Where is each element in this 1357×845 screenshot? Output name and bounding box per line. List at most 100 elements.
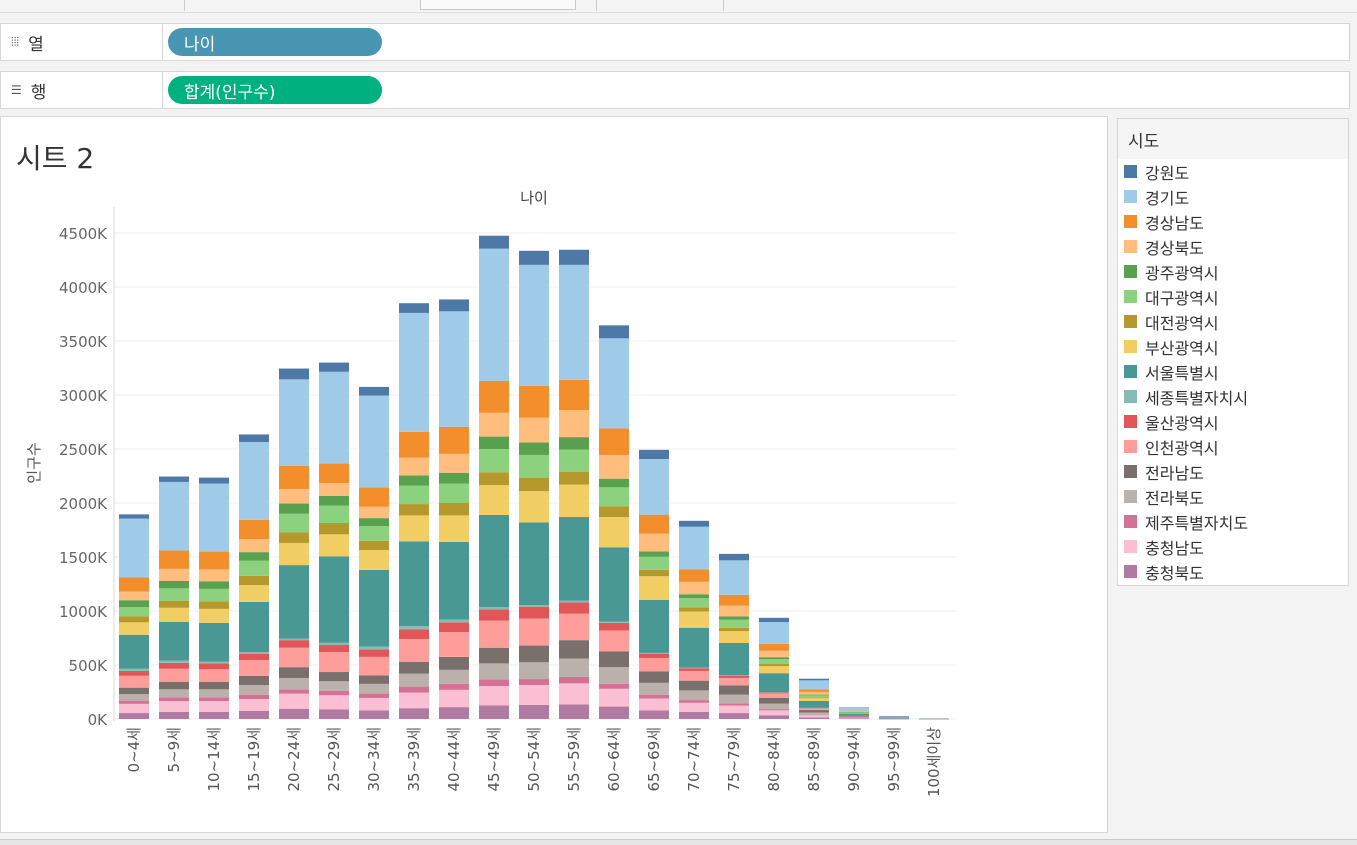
legend-label: 제주특별자치도 — [1145, 513, 1249, 533]
bar-segment — [559, 683, 589, 705]
bar-segment — [679, 668, 709, 671]
legend-item[interactable]: 울산광역시 — [1118, 409, 1348, 434]
columns-pill-age[interactable]: 나이 — [168, 28, 382, 56]
legend-panel: 시도 강원도 경기도 경상남도 경상북도 광주광역시 대구광역시 대전광역시 부산광역시 서울특… — [1117, 118, 1349, 586]
bar-segment — [239, 694, 269, 700]
bar-segment — [239, 519, 269, 540]
bar-segment — [639, 576, 669, 600]
legend-item[interactable]: 경상북도 — [1118, 234, 1348, 259]
bar-segment — [479, 679, 509, 687]
bar-segment — [319, 652, 349, 673]
y-axis-label: 인구수 — [25, 442, 43, 483]
bar-segment — [439, 311, 469, 427]
bar-segment — [399, 673, 429, 687]
bar-segment — [199, 661, 229, 664]
bar-segment — [559, 264, 589, 380]
bar-segment — [359, 518, 389, 527]
legend-item[interactable]: 경상남도 — [1118, 209, 1348, 234]
legend-label: 인천광역시 — [1145, 438, 1219, 458]
x-tick-label: 15~19세 — [245, 727, 263, 792]
legend-label: 광주광역시 — [1145, 263, 1219, 283]
y-tick-label: 1500K — [59, 549, 108, 567]
bar-segment — [599, 651, 629, 668]
bar-segment — [719, 705, 749, 714]
legend-item[interactable]: 서울특별시 — [1118, 359, 1348, 384]
bar-segment — [319, 522, 349, 535]
bar-segment — [599, 667, 629, 684]
legend-item[interactable]: 광주광역시 — [1118, 259, 1348, 284]
bar-segment — [359, 395, 389, 488]
bar-segment — [359, 646, 389, 650]
x-tick-label: 60~64세 — [605, 727, 623, 792]
bar-segment — [679, 711, 709, 719]
bar-segment — [559, 676, 589, 684]
bar-segment — [119, 694, 149, 701]
y-tick-label: 0K — [88, 711, 109, 729]
x-tick-label: 100세이상 — [925, 727, 943, 797]
rows-pill-population-sum[interactable]: 합계(인구수) — [168, 76, 382, 104]
x-tick-label: 0~4세 — [125, 727, 143, 772]
bar-segment — [399, 686, 429, 693]
bar-segment — [639, 682, 669, 695]
bar-segment — [759, 664, 789, 667]
legend-label: 충청남도 — [1145, 538, 1204, 558]
bar-segment — [439, 426, 469, 454]
bar-segment — [199, 551, 229, 570]
toolbar-dropdown[interactable] — [420, 0, 576, 10]
bar-segment — [639, 671, 669, 683]
bar-segment — [799, 714, 829, 716]
bar-segment — [759, 622, 789, 644]
bar-segment — [719, 703, 749, 706]
bar-segment — [159, 668, 189, 682]
bar-segment — [759, 692, 789, 693]
legend-label: 경상북도 — [1145, 238, 1204, 258]
legend-item[interactable]: 대전광역시 — [1118, 309, 1348, 334]
bar-segment — [399, 629, 429, 640]
bar-segment — [479, 380, 509, 413]
bar-segment — [119, 675, 149, 688]
bar-segment — [439, 622, 469, 633]
x-tick-label: 90~94세 — [845, 727, 863, 792]
legend-label: 부산광역시 — [1145, 338, 1219, 358]
bar-segment — [439, 515, 469, 542]
legend-item[interactable]: 강원도 — [1118, 159, 1348, 184]
bar-segment — [439, 453, 469, 473]
bar-segment — [679, 569, 709, 582]
bar-segment — [799, 715, 829, 718]
bar-segment — [479, 607, 509, 610]
bar-segment — [559, 517, 589, 601]
bar-segment — [479, 647, 509, 664]
bar-segment — [479, 705, 509, 719]
legend-item[interactable]: 충청북도 — [1118, 559, 1348, 584]
legend-item[interactable]: 부산광역시 — [1118, 334, 1348, 359]
bar-segment — [159, 481, 189, 551]
bar-segment — [239, 653, 269, 661]
bar-segment — [679, 702, 709, 712]
legend-item[interactable]: 전라북도 — [1118, 484, 1348, 509]
legend-swatch — [1124, 440, 1137, 453]
y-tick-label: 3000K — [59, 387, 108, 405]
legend-label: 서울특별시 — [1145, 363, 1219, 383]
bar-segment — [319, 495, 349, 506]
legend-item[interactable]: 충청남도 — [1118, 534, 1348, 559]
bar-segment — [839, 712, 869, 713]
legend-item[interactable]: 경기도 — [1118, 184, 1348, 209]
bar-segment — [159, 621, 189, 661]
legend-item[interactable]: 전라남도 — [1118, 459, 1348, 484]
bar-segment — [559, 640, 589, 659]
bar-segment — [399, 457, 429, 476]
bar-segment — [159, 689, 189, 698]
bar-segment — [759, 709, 789, 711]
bar-segment — [759, 715, 789, 719]
legend-item[interactable]: 제주특별자치도 — [1118, 509, 1348, 534]
legend-swatch — [1124, 390, 1137, 403]
bar-segment — [279, 379, 309, 466]
bar-segment — [799, 698, 829, 701]
chart-title: 나이 — [520, 189, 548, 207]
rows-shelf-label: ☰ 행 — [1, 72, 163, 108]
legend-item[interactable]: 인천광역시 — [1118, 434, 1348, 459]
bar-segment — [799, 695, 829, 698]
bar-segment — [439, 541, 469, 620]
legend-item[interactable]: 대구광역시 — [1118, 284, 1348, 309]
legend-item[interactable]: 세종특별자치시 — [1118, 384, 1348, 409]
